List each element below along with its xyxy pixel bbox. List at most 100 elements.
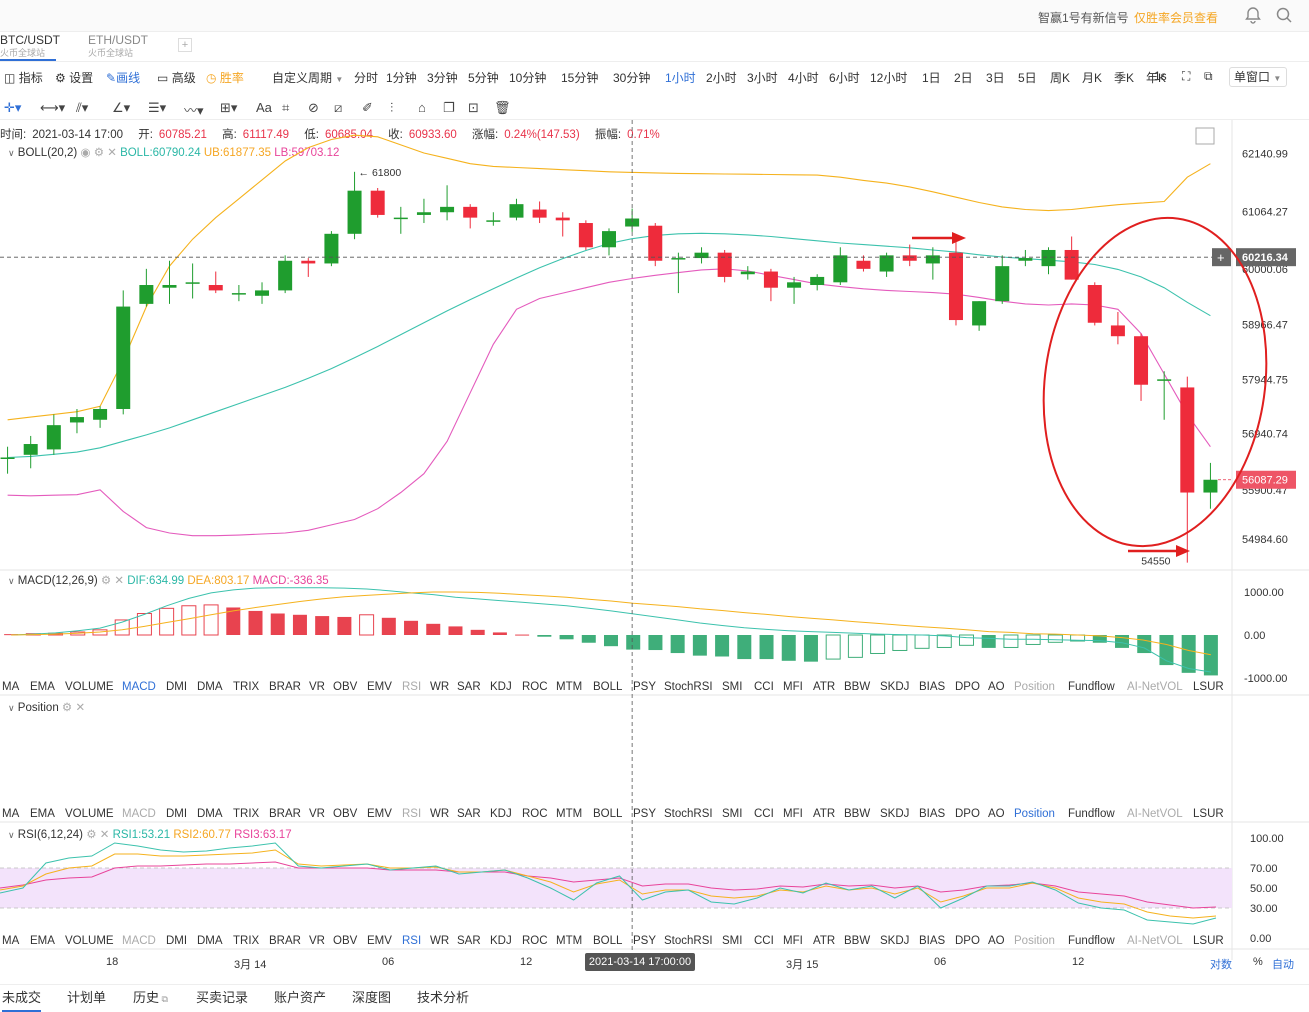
close-icon[interactable]: ✕ — [99, 829, 110, 841]
eye-icon[interactable]: ◉ — [80, 147, 91, 159]
indicator-option[interactable]: VR — [309, 935, 325, 947]
indicator-option[interactable]: AI-NetVOL — [1127, 681, 1183, 693]
draw-button[interactable]: ✎画线 — [106, 69, 140, 86]
angle-tool-icon[interactable]: ∠▾ — [112, 100, 131, 115]
indicator-option[interactable]: MTM — [556, 935, 583, 947]
search-icon[interactable] — [1275, 6, 1293, 27]
indicator-option[interactable]: EMV — [367, 681, 392, 693]
indicator-option[interactable]: BIAS — [919, 681, 946, 693]
candle-tool-icon[interactable]: ⫶ — [390, 100, 394, 115]
indicator-option[interactable]: KDJ — [490, 808, 512, 820]
indicator-option[interactable]: Fundflow — [1068, 808, 1115, 820]
brush-tool-icon[interactable]: ✐ — [362, 100, 373, 115]
indicator-option[interactable]: EMA — [30, 935, 55, 947]
indicator-option[interactable]: SMI — [722, 935, 743, 947]
indicator-option[interactable]: Fundflow — [1068, 935, 1115, 947]
tab-plan-orders[interactable]: 计划单 — [67, 990, 107, 1005]
indicator-option[interactable]: AI-NetVOL — [1127, 808, 1183, 820]
period-option[interactable]: 3小时 — [747, 71, 778, 85]
period-option[interactable]: 周K — [1050, 71, 1071, 85]
indicator-option[interactable]: BIAS — [919, 808, 946, 820]
period-option[interactable]: 分时 — [354, 71, 379, 85]
indicator-option[interactable]: Position — [1014, 681, 1055, 693]
period-option[interactable]: 季K — [1114, 71, 1135, 85]
indicator-option[interactable]: StochRSI — [664, 681, 713, 693]
indicator-button[interactable]: ◫ 指标 — [4, 69, 43, 86]
winrate-button[interactable]: ◷ 胜率 — [206, 69, 244, 86]
gear-icon[interactable]: ⚙ — [100, 575, 112, 587]
indicator-option[interactable]: SKDJ — [880, 935, 910, 947]
gear-icon[interactable]: ⚙ — [86, 829, 97, 841]
tab-history[interactable]: 历史 ⧉ — [133, 987, 168, 1006]
collapse-icon[interactable]: ∨ — [8, 830, 15, 840]
tab-eth-usdt[interactable]: ETH/USDT 火币全球站 — [88, 34, 148, 60]
indicator-option[interactable]: ATR — [813, 681, 836, 693]
indicator-option[interactable]: ATR — [813, 808, 836, 820]
settings-button[interactable]: ⚙ 设置 — [55, 69, 93, 86]
period-option[interactable]: 年K — [1146, 71, 1167, 85]
indicator-option[interactable]: KDJ — [490, 681, 512, 693]
custom-period-dropdown[interactable]: 自定义周期 ▼ — [272, 69, 343, 86]
indicator-option[interactable]: AO — [988, 808, 1005, 820]
indicator-option[interactable]: LSUR — [1193, 808, 1224, 820]
chart-settings-icon[interactable]: ⊡ — [468, 100, 479, 115]
lock-tool-icon[interactable]: ⌂ — [418, 100, 426, 115]
indicator-option[interactable]: WR — [430, 681, 450, 693]
fullscreen-icon[interactable]: ⛶ — [1182, 69, 1191, 83]
indicator-option[interactable]: WR — [430, 935, 450, 947]
indicator-option[interactable]: VR — [309, 681, 325, 693]
indicator-option[interactable]: MA — [2, 935, 20, 947]
indicator-option[interactable]: ROC — [522, 681, 548, 693]
percent-scale-toggle[interactable]: % — [1253, 956, 1263, 968]
indicator-option[interactable]: SAR — [457, 681, 481, 693]
indicator-option[interactable]: Position — [1014, 935, 1055, 947]
indicator-option[interactable]: OBV — [333, 808, 358, 820]
indicator-option[interactable]: TRIX — [233, 935, 260, 947]
grid-tool-icon[interactable]: ⊞▾ — [220, 100, 238, 115]
indicator-option[interactable]: MFI — [783, 808, 803, 820]
indicator-option[interactable]: MACD — [122, 935, 156, 947]
fib-tool-icon[interactable]: ☰▾ — [148, 100, 167, 115]
indicator-option[interactable]: BBW — [844, 808, 871, 820]
indicator-option[interactable]: EMV — [367, 935, 392, 947]
ruler-tool-icon[interactable]: ⧄ — [334, 100, 343, 115]
indicator-option[interactable]: DPO — [955, 935, 980, 947]
period-option[interactable]: 10分钟 — [509, 71, 547, 85]
indicator-option[interactable]: BRAR — [269, 935, 301, 947]
auto-scale-toggle[interactable]: 自动 — [1272, 959, 1294, 971]
indicator-option[interactable]: RSI — [402, 935, 422, 947]
indicator-option[interactable]: DPO — [955, 808, 980, 820]
collapse-icon[interactable]: ∨ — [8, 148, 15, 158]
period-option[interactable]: 6小时 — [829, 71, 860, 85]
tab-open-orders[interactable]: 未成交 — [2, 987, 42, 1012]
indicator-option[interactable]: KDJ — [490, 935, 512, 947]
text-tool-icon[interactable]: Aa — [256, 100, 272, 115]
indicator-option[interactable]: SKDJ — [880, 808, 910, 820]
close-icon[interactable]: ✕ — [107, 147, 117, 159]
indicator-option[interactable]: LSUR — [1193, 935, 1224, 947]
indicator-option[interactable]: SMI — [722, 808, 743, 820]
indicator-option[interactable]: CCI — [754, 935, 774, 947]
indicator-option[interactable]: BRAR — [269, 681, 301, 693]
bell-icon[interactable] — [1244, 6, 1262, 27]
period-option[interactable]: 3分钟 — [427, 71, 458, 85]
period-option[interactable]: 30分钟 — [613, 71, 651, 85]
indicator-option[interactable]: MTM — [556, 681, 583, 693]
indicator-option[interactable]: EMA — [30, 808, 55, 820]
magnet-tool-icon[interactable]: ⊘ — [308, 100, 319, 115]
realtime-1s[interactable]: 1s — [1154, 69, 1167, 83]
pattern-tool-icon[interactable]: ⌗ — [282, 100, 290, 115]
indicator-option[interactable]: BBW — [844, 935, 871, 947]
indicator-option[interactable]: MA — [2, 681, 20, 693]
indicator-option[interactable]: BBW — [844, 681, 871, 693]
indicator-option[interactable]: PSY — [633, 681, 657, 693]
gear-icon[interactable]: ⚙ — [93, 147, 105, 159]
indicator-option[interactable]: RSI — [402, 681, 422, 693]
indicator-option[interactable]: EMV — [367, 808, 392, 820]
indicator-option[interactable]: AO — [988, 935, 1005, 947]
indicator-option[interactable]: DMI — [166, 681, 188, 693]
indicator-option[interactable]: MFI — [783, 681, 803, 693]
indicator-option[interactable]: VOLUME — [65, 935, 114, 947]
horizontal-line-tool-icon[interactable]: ⟷▾ — [40, 100, 66, 115]
indicator-option[interactable]: BIAS — [919, 935, 946, 947]
